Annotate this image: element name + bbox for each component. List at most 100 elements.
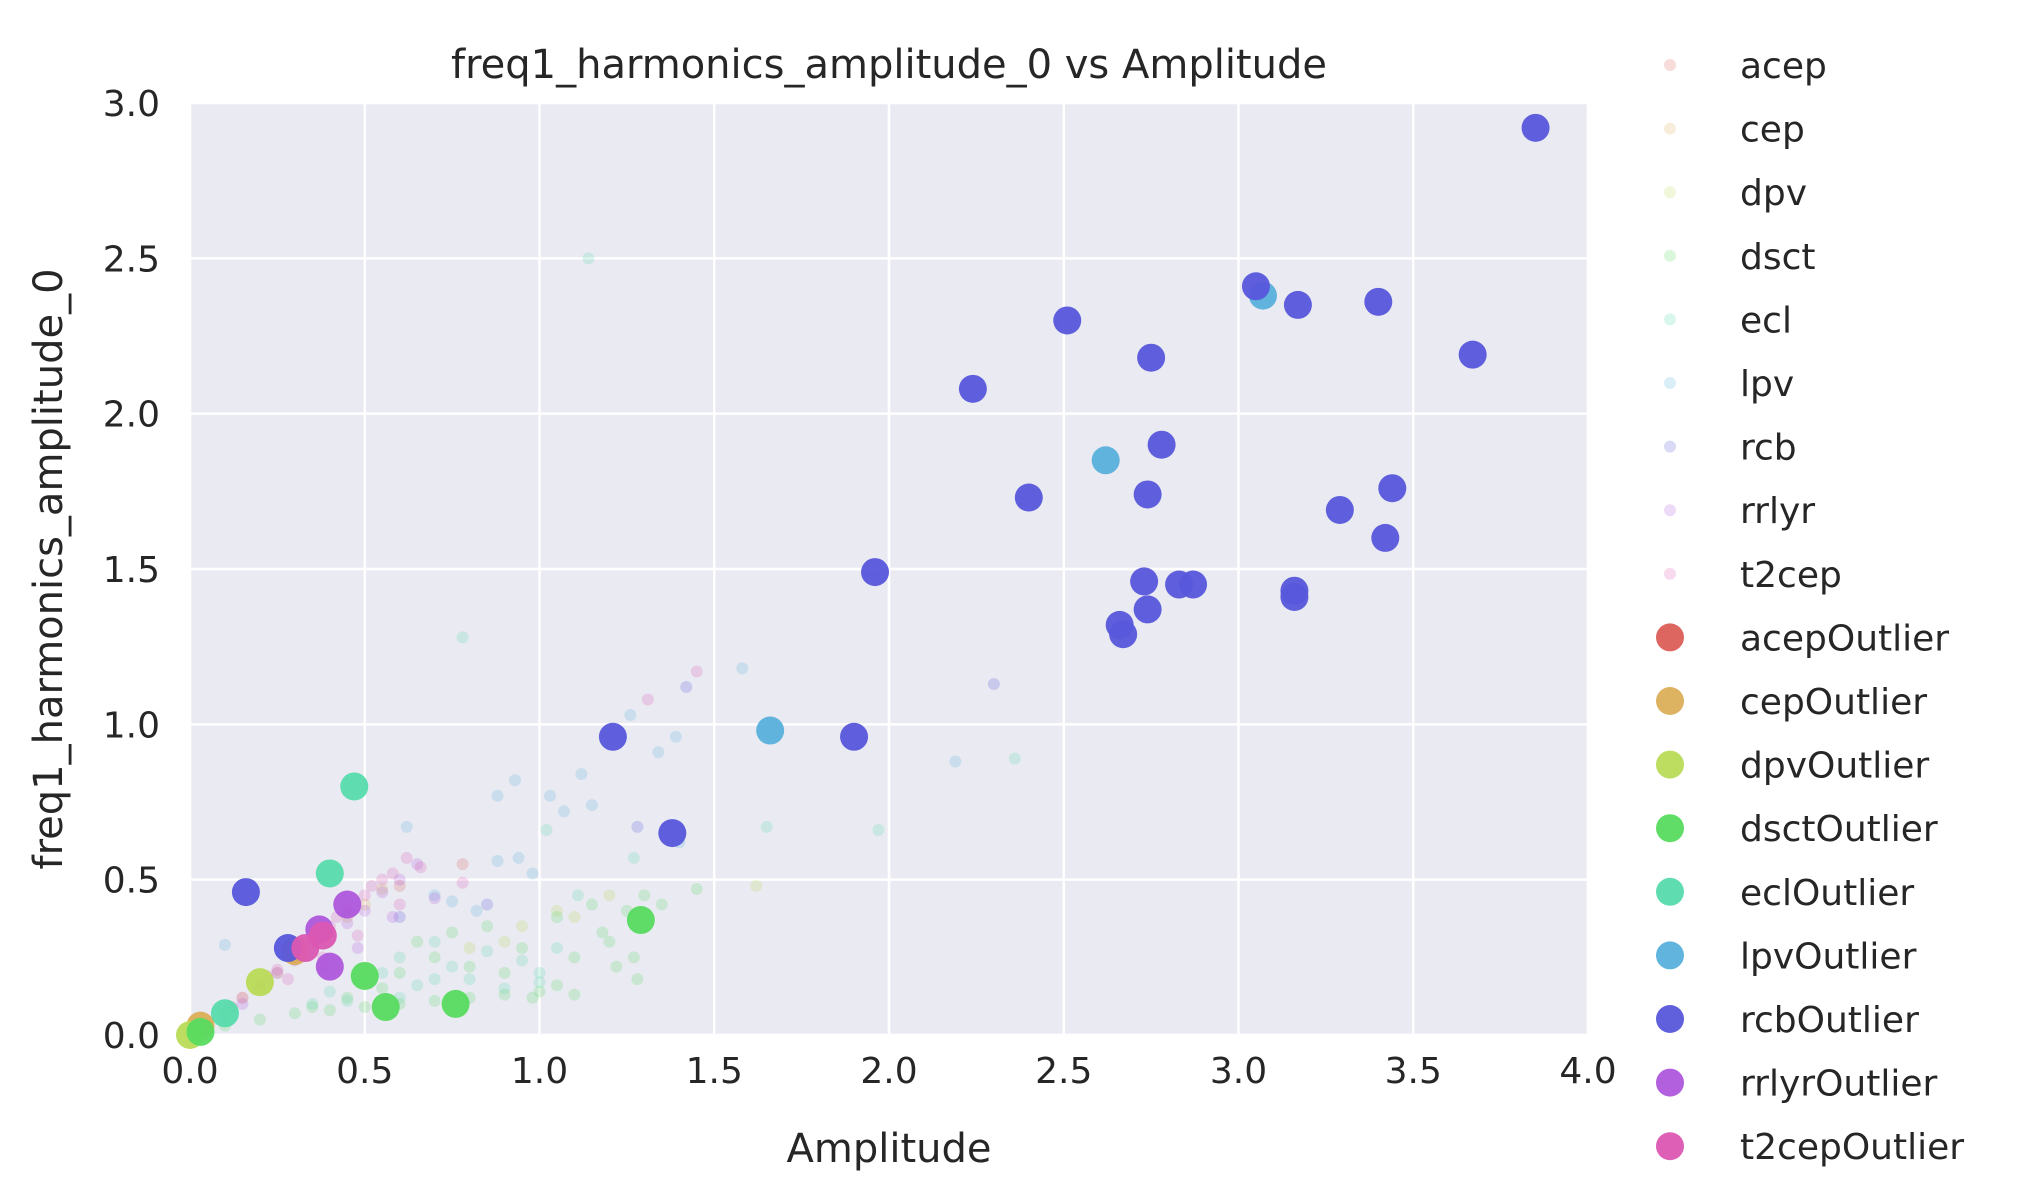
data-point-lpv [736, 662, 749, 675]
data-point-lpv [669, 730, 682, 743]
data-point-rcbOutlier [958, 374, 987, 403]
data-point-rcbOutlier [1371, 523, 1400, 552]
data-point-dsct [376, 982, 389, 995]
data-point-rcbOutlier [1364, 287, 1393, 316]
data-point-dsctOutlier [371, 993, 400, 1022]
data-point-dsct [411, 935, 424, 948]
data-point-dsct [533, 985, 546, 998]
data-point-dsct [253, 1013, 266, 1026]
data-point-cep [358, 898, 371, 911]
grid-lines [188, 101, 1590, 1037]
data-point-dsct [568, 988, 581, 1001]
legend-marker [1664, 504, 1676, 517]
data-point-t2cep [641, 693, 654, 706]
data-point-dsct [288, 1007, 301, 1020]
data-point-ecl [582, 252, 595, 265]
data-point-dsct [341, 991, 354, 1004]
data-point-dsct [428, 994, 441, 1007]
data-point-rcbOutlier [1378, 474, 1407, 503]
x-tick-label: 3.5 [1385, 1051, 1442, 1092]
data-point-ecl [872, 823, 885, 836]
data-point-eclOutlier [210, 999, 239, 1028]
data-point-dsct [306, 1001, 319, 1014]
data-point-rcbOutlier [658, 819, 687, 848]
data-point-lpvOutlier [1091, 446, 1120, 475]
legend-label: rrlyr [1740, 491, 1815, 532]
x-tick-label: 3.0 [1210, 1051, 1267, 1092]
data-point-t2cep [271, 963, 284, 976]
data-point-dpv [463, 942, 476, 955]
data-point-dsct [596, 926, 609, 939]
data-point-dpv [498, 935, 511, 948]
data-point-rcbOutlier [1147, 430, 1176, 459]
legend-marker [1656, 877, 1684, 906]
data-point-dsct [550, 910, 563, 923]
data-point-t2cep [690, 665, 703, 678]
data-point-ecl [341, 994, 354, 1007]
data-point-t2cep [351, 929, 364, 942]
data-point-rrlyr [358, 904, 371, 917]
legend-item-eclOutlier: eclOutlier [1656, 873, 1914, 914]
data-point-dsct [690, 882, 703, 895]
data-point-lpv [491, 855, 504, 868]
data-point-rcbOutlier [861, 558, 890, 587]
data-point-lpv [446, 895, 459, 908]
data-point-dsctOutlier [186, 1017, 215, 1046]
data-point-rcbOutlier [1325, 495, 1354, 524]
data-point-rcbOutlier [1014, 483, 1043, 512]
data-point-rcb [481, 898, 494, 911]
data-point-t2cepOutlier [308, 921, 337, 950]
legend-marker [1656, 1132, 1684, 1161]
data-point-rcbOutlier [1458, 340, 1487, 369]
legend-label: dsctOutlier [1740, 809, 1938, 850]
legend-marker [1656, 941, 1684, 970]
data-point-rrlyr [411, 858, 424, 871]
data-point-dsct [428, 951, 441, 964]
x-tick-label: 4.0 [1559, 1051, 1616, 1092]
legend-item-dpv: dpv [1664, 173, 1807, 214]
legend-marker [1664, 313, 1676, 326]
data-point-dpv [568, 910, 581, 923]
legend-label: rcbOutlier [1740, 1000, 1919, 1041]
data-point-dsct [655, 898, 668, 911]
data-point-acep [393, 879, 406, 892]
data-point-ecl [393, 951, 406, 964]
data-point-t2cep [376, 873, 389, 886]
legend-marker [1656, 814, 1684, 843]
legend-item-cepOutlier: cepOutlier [1656, 682, 1927, 723]
data-point-ecl [306, 997, 319, 1010]
legend-item-t2cep: t2cep [1664, 555, 1842, 596]
y-tick-label: 0.0 [103, 1016, 160, 1057]
y-tick-label: 1.5 [103, 550, 160, 591]
data-point-rrlyr [386, 910, 399, 923]
data-point-rcbOutlier [1053, 306, 1082, 335]
data-point-dsct [323, 1004, 336, 1017]
data-point-lpv [400, 820, 413, 833]
legend-item-cep: cep [1664, 110, 1805, 151]
data-point-ecl [446, 960, 459, 973]
data-point-rcbOutlier [840, 722, 869, 751]
legend-label: eclOutlier [1740, 873, 1914, 914]
data-point-lpv [509, 774, 522, 787]
data-point-lpv [585, 799, 598, 812]
data-point-ecl [571, 889, 584, 902]
data-point-dsct [627, 951, 640, 964]
data-point-rcb [631, 820, 644, 833]
data-point-rcbOutlier [1179, 570, 1208, 599]
data-point-rrlyrOutlier [333, 890, 362, 919]
legend-label: ecl [1740, 300, 1792, 341]
y-tick-label: 0.5 [103, 861, 160, 902]
legend-label: rrlyrOutlier [1740, 1064, 1937, 1105]
legend-marker [1656, 1005, 1684, 1033]
data-point-lpv [218, 938, 231, 951]
data-point-dsct [638, 889, 651, 902]
data-point-dsct [498, 988, 511, 1001]
legend-label: dsct [1740, 237, 1816, 278]
legend-label: lpv [1740, 364, 1794, 405]
data-point-dsctOutlier [626, 906, 655, 935]
legend-label: rcb [1740, 428, 1797, 469]
data-point-lpvOutlier [756, 716, 785, 745]
data-point-dsctOutlier [441, 989, 470, 1018]
data-point-dpv [750, 879, 763, 892]
data-point-cep [376, 882, 389, 895]
